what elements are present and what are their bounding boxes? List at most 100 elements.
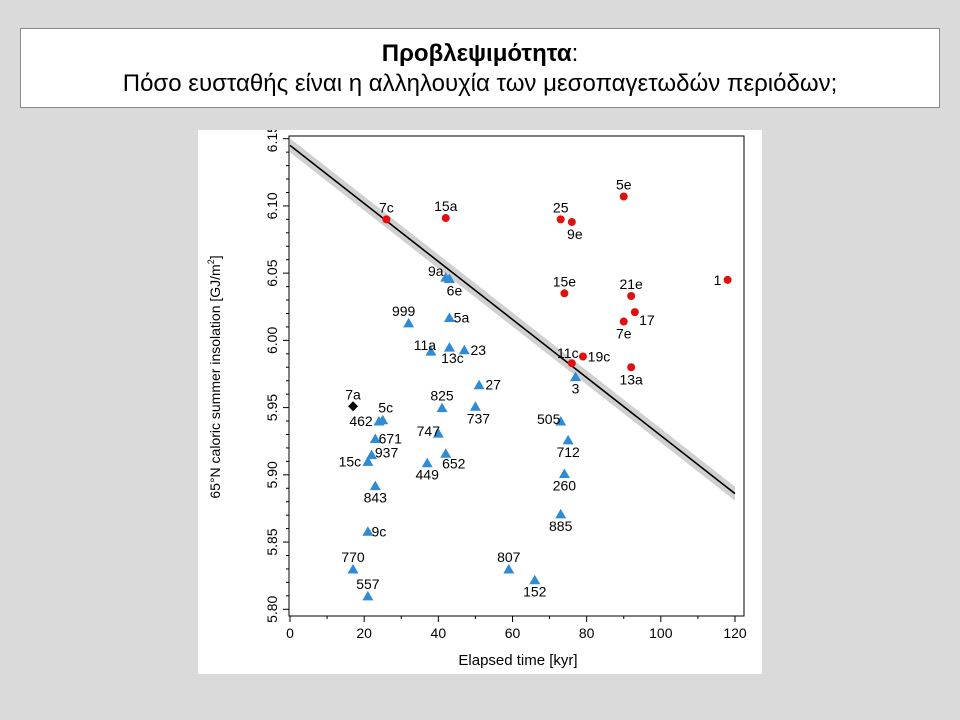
circle-point <box>567 359 576 368</box>
y-axis-label-sup: 2 <box>206 259 216 264</box>
point-label: 23 <box>471 342 487 358</box>
triangle-point <box>432 428 444 438</box>
point-label: 885 <box>549 518 573 534</box>
point-label: 1 <box>714 272 722 288</box>
point-label: 462 <box>349 413 373 429</box>
y-tick-label: 6.10 <box>264 192 280 219</box>
triangle-point <box>425 346 437 356</box>
y-axis-label-main: 65°N caloric summer insolation [GJ/m <box>207 264 223 498</box>
triangle-point <box>366 449 378 460</box>
triangle-point <box>421 457 433 468</box>
point-label: 671 <box>379 431 403 447</box>
point-label: 5e <box>616 177 632 193</box>
x-tick-label: 20 <box>356 625 372 641</box>
y-tick-label: 6.05 <box>264 259 280 286</box>
triangle-point <box>469 401 481 411</box>
point-label: 937 <box>375 445 399 461</box>
scatter-chart: 0 20 40 60 80 100 120 5.80 5.85 5.90 5.95 6.00 6.05 6… <box>206 125 747 669</box>
point-label: 747 <box>417 423 441 439</box>
point-label: 260 <box>553 477 577 493</box>
triangle-point <box>362 526 374 536</box>
y-tick-label: 5.85 <box>264 528 280 555</box>
point-label: 7a <box>345 386 361 402</box>
plot-frame <box>288 135 745 617</box>
triangle-point <box>555 508 567 519</box>
triangle-point <box>403 317 415 328</box>
circle-point <box>627 292 636 300</box>
circle-point <box>630 308 639 317</box>
point-label: 25 <box>553 199 569 215</box>
point-label: 7e <box>616 326 632 342</box>
circle-point <box>627 363 636 372</box>
point-label: 13c <box>441 350 464 366</box>
point-label: 557 <box>356 576 380 592</box>
triangle-point <box>529 574 541 585</box>
point-label: 449 <box>416 467 440 483</box>
point-label: 737 <box>467 410 491 426</box>
circle-point <box>619 192 628 201</box>
point-label: 999 <box>392 303 416 319</box>
triangle-point <box>362 456 374 466</box>
point-label: 7c <box>379 199 394 215</box>
point-label: 21e <box>619 276 643 292</box>
triangle-point <box>555 416 567 426</box>
regression-line <box>289 144 736 495</box>
point-label: 15a <box>434 198 458 214</box>
triangle-point <box>443 273 455 284</box>
point-label: 3 <box>572 381 580 397</box>
y-tick-label: 5.90 <box>264 461 280 488</box>
x-tick-label: 100 <box>649 625 673 641</box>
triangle-point <box>473 379 485 390</box>
y-tick-label: 6.15 <box>264 130 280 152</box>
point-label: 807 <box>497 549 521 565</box>
point-label: 843 <box>364 490 388 506</box>
triangle-point <box>570 371 582 382</box>
point-label: 712 <box>556 444 580 460</box>
triangle-point <box>443 312 455 323</box>
title-box: Προβλεψιμότητα: Πόσο ευσταθής είναι η αλ… <box>20 28 940 108</box>
point-label: 11a <box>414 337 437 353</box>
point-label: 27 <box>485 377 501 393</box>
title-line-1: Προβλεψιμότητα: <box>21 39 939 69</box>
triangle-point <box>558 468 570 478</box>
point-label: 652 <box>442 455 466 471</box>
circle-point <box>619 317 628 326</box>
triangle-point <box>503 563 515 574</box>
x-tick-label: 0 <box>286 625 294 641</box>
point-label: 17 <box>639 312 655 328</box>
point-label: 13a <box>619 371 643 387</box>
circle-point <box>578 352 587 361</box>
point-label: 152 <box>523 584 547 600</box>
point-label: 770 <box>341 549 365 565</box>
point-label: 9a <box>428 263 444 279</box>
triangle-point <box>362 590 374 601</box>
triangle-point <box>440 448 452 458</box>
point-label: 9e <box>567 226 583 242</box>
x-axis-label: Elapsed time [kyr] <box>458 652 577 669</box>
point-label: 11c <box>557 345 579 361</box>
x-tick-label: 80 <box>579 625 595 641</box>
point-label: 15c <box>339 453 362 469</box>
triangle-point <box>373 416 385 426</box>
y-tick-label: 5.95 <box>264 394 280 421</box>
triangle-point <box>369 433 381 444</box>
point-label: 5a <box>454 310 470 326</box>
circle-point <box>723 275 732 284</box>
diamond-point <box>348 401 359 412</box>
point-label: 505 <box>537 411 561 427</box>
triangle-point <box>562 434 574 445</box>
triangle-point <box>369 480 381 491</box>
x-tick-label: 60 <box>505 625 521 641</box>
point-label: 19c <box>588 349 611 365</box>
triangle-point <box>458 344 470 355</box>
circle-point <box>382 215 391 224</box>
triangle-point <box>347 563 359 574</box>
circle-point <box>567 218 576 227</box>
triangle-point <box>436 402 448 413</box>
x-tick-label: 40 <box>431 625 447 641</box>
point-label: 6e <box>447 283 463 299</box>
y-tick-label: 5.80 <box>264 595 280 622</box>
point-label: 15e <box>553 273 577 289</box>
title-subtitle: Πόσο ευσταθής είναι η αλληλουχία των μεσ… <box>122 70 838 97</box>
point-label: 5c <box>378 400 393 416</box>
